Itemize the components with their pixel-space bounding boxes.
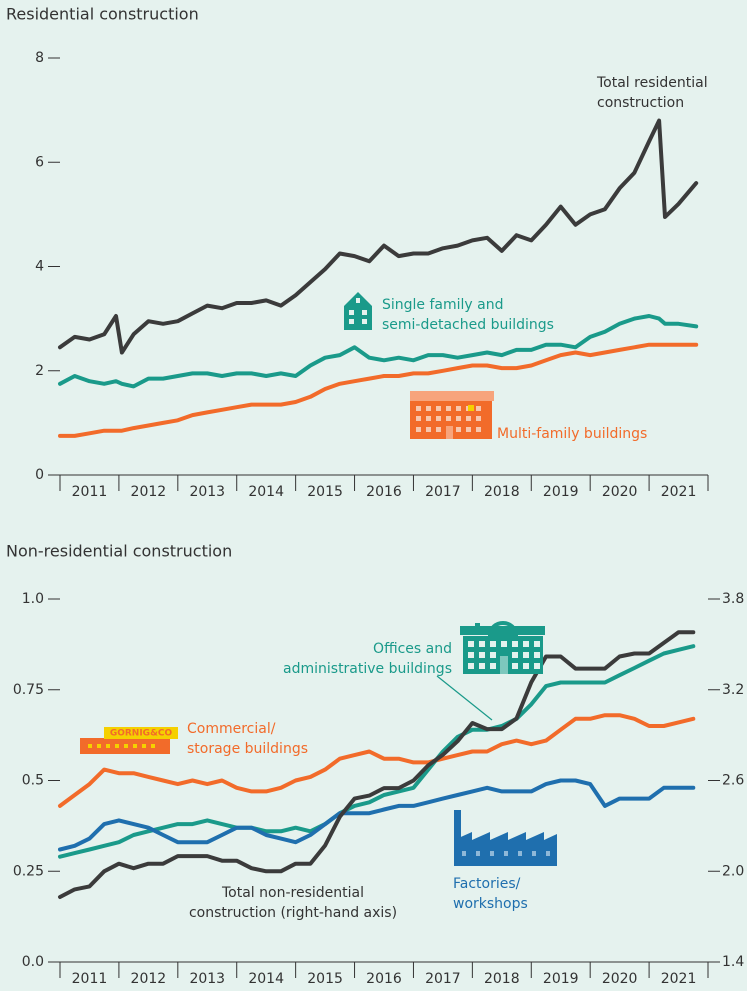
x-tick-label: 2015 [307,971,343,987]
leader-line [436,675,493,721]
x-tick-label: 2018 [484,971,520,987]
x-tick-label: 2017 [425,971,461,987]
x-tick-label: 2015 [307,484,343,500]
y2-tick-label: 3.8 [722,591,744,607]
annotation: Factories/ [453,876,521,892]
y-tick-label: 0.0 [22,954,44,970]
y-tick-label: 0.25 [13,863,44,879]
y-tick-label: 6 [35,154,44,170]
x-tick-label: 2012 [131,971,167,987]
x-tick-label: 2011 [72,484,108,500]
annotation: workshops [453,896,528,912]
x-tick-label: 2020 [602,484,638,500]
office-icon [460,621,545,674]
annotation: Total residential [596,75,708,91]
annotation: semi-detached buildings [382,317,554,333]
annotation: storage buildings [187,741,308,757]
x-tick-label: 2017 [425,484,461,500]
x-tick-label: 2021 [661,484,697,500]
series-line [58,644,696,859]
annotation: administrative buildings [283,661,452,677]
series-line [58,778,696,852]
x-tick-label: 2020 [602,971,638,987]
x-tick-label: 2013 [189,971,225,987]
x-tick-label: 2014 [248,484,284,500]
y-tick-label: 2 [35,363,44,379]
chart-title: Residential construction [6,5,199,24]
sign-text: GORNIG&CO [110,729,173,739]
annotation: Single family and [382,297,504,313]
x-tick-label: 2016 [366,484,402,500]
y2-tick-label: 2.6 [722,773,744,789]
y-tick-label: 8 [35,50,44,66]
x-tick-label: 2011 [72,971,108,987]
annotation: construction (right-hand axis) [189,905,397,921]
y-tick-label: 0 [35,467,44,483]
y-tick-label: 1.0 [22,591,44,607]
x-tick-label: 2016 [366,971,402,987]
y-tick-label: 0.5 [22,773,44,789]
y2-tick-label: 2.0 [722,863,744,879]
x-tick-label: 2014 [248,971,284,987]
annotation: Multi-family buildings [497,426,647,442]
chart-title: Non-residential construction [6,542,232,561]
apartment-icon [410,391,494,439]
x-tick-label: 2012 [131,484,167,500]
factory-icon [454,810,557,866]
annotation: Commercial/ [187,721,276,737]
house-icon [344,292,372,330]
annotation: Total non-residential [221,885,364,901]
x-tick-label: 2021 [661,971,697,987]
x-tick-label: 2018 [484,484,520,500]
y-tick-label: 4 [35,259,44,275]
x-tick-label: 2019 [543,484,579,500]
shop-icon [80,727,178,754]
x-tick-label: 2013 [189,484,225,500]
series-line [58,630,696,899]
annotation: Offices and [373,641,452,657]
series-line [58,713,696,808]
y2-tick-label: 1.4 [722,954,744,970]
y-tick-label: 0.75 [13,682,44,698]
y2-tick-label: 3.2 [722,682,744,698]
annotation: construction [597,95,684,111]
series-line [58,314,699,389]
series-line [58,342,699,438]
x-tick-label: 2019 [543,971,579,987]
series-line [58,118,699,355]
